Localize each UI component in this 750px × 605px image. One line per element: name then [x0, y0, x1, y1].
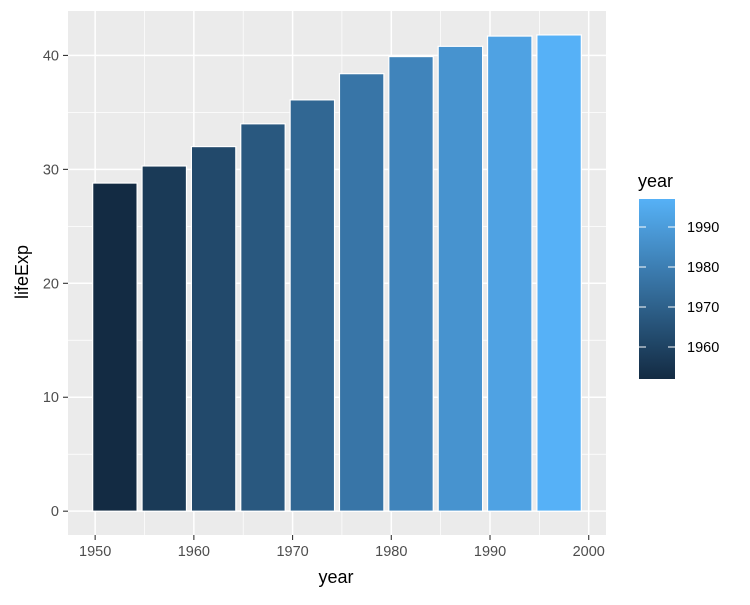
legend-label: 1970 — [687, 300, 719, 316]
x-tick-label: 2000 — [573, 544, 605, 560]
y-tick-label: 20 — [43, 276, 59, 292]
y-tick-label: 30 — [43, 162, 59, 178]
bar-1962 — [190, 145, 237, 512]
bar-1997 — [536, 34, 582, 512]
legend-label: 1990 — [687, 220, 719, 236]
legend-colorbar — [639, 199, 675, 379]
bar-1972 — [289, 99, 336, 512]
legend-title: year — [638, 171, 673, 191]
bar-1967 — [240, 123, 286, 512]
x-tick-label: 1990 — [474, 544, 506, 560]
x-axis-title: year — [318, 567, 353, 587]
legend: year 1960 1970 1980 1990 — [638, 171, 719, 379]
x-tick-label: 1970 — [276, 544, 308, 560]
bar-1992 — [486, 35, 533, 512]
x-tick-label: 1950 — [79, 544, 111, 560]
y-tick-label: 10 — [43, 390, 59, 406]
y-axis-title: lifeExp — [12, 245, 32, 299]
bar-1982 — [388, 55, 434, 512]
bar-1987 — [437, 45, 484, 512]
y-tick-label: 0 — [51, 504, 59, 520]
legend-label: 1980 — [687, 260, 719, 276]
y-tick-label: 40 — [43, 48, 59, 64]
bars — [92, 34, 582, 512]
bar-1957 — [141, 165, 188, 512]
legend-label: 1960 — [687, 340, 719, 356]
bar-1977 — [338, 73, 385, 512]
legend-ticks: 1960 1970 1980 1990 — [639, 220, 719, 356]
bar-1952 — [92, 182, 138, 512]
x-tick-label: 1980 — [375, 544, 407, 560]
axes: 1950 1960 1970 1980 1990 2000 0 10 20 30 40 — [43, 48, 605, 560]
x-tick-label: 1960 — [178, 544, 210, 560]
